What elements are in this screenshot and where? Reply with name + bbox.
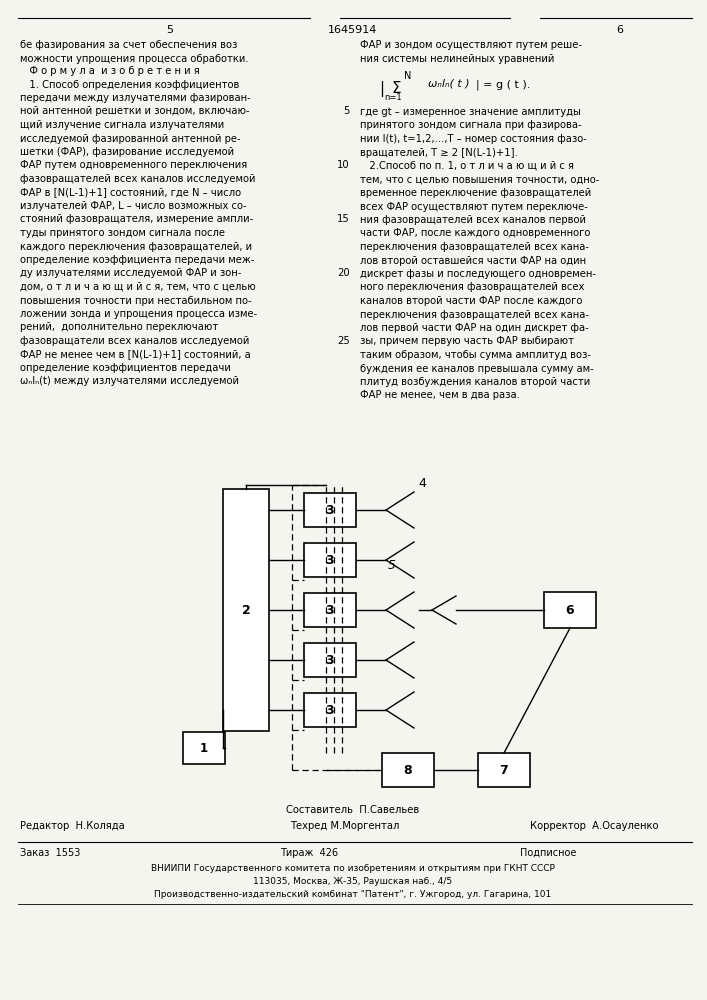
Text: 6: 6: [617, 25, 624, 35]
Text: Производственно-издательский комбинат "Патент", г. Ужгород, ул. Гагарина, 101: Производственно-издательский комбинат "П…: [154, 890, 551, 899]
Text: 3: 3: [326, 654, 334, 666]
Text: ωₙlₙ(t) между излучателями исследуемой: ωₙlₙ(t) между излучателями исследуемой: [20, 376, 239, 386]
Text: ФАР не менее чем в [N(L-1)+1] состояний, а: ФАР не менее чем в [N(L-1)+1] состояний,…: [20, 350, 251, 360]
Text: части ФАР, после каждого одновременного: части ФАР, после каждого одновременного: [360, 229, 590, 238]
Text: передачи между излучателями фазирован-: передачи между излучателями фазирован-: [20, 93, 251, 103]
Text: определение коэффициентов передачи: определение коэффициентов передачи: [20, 363, 231, 373]
Bar: [223, 489, 269, 731]
Text: тем, что с целью повышения точности, одно-: тем, что с целью повышения точности, одн…: [360, 174, 600, 184]
Bar: [304, 493, 356, 527]
Text: 1: 1: [200, 742, 208, 754]
Text: N: N: [404, 71, 411, 81]
Text: ду излучателями исследуемой ФАР и зон-: ду излучателями исследуемой ФАР и зон-: [20, 268, 241, 278]
Text: 3: 3: [326, 504, 334, 516]
Bar: [304, 543, 356, 577]
Text: туды принятого зондом сигнала после: туды принятого зондом сигнала после: [20, 228, 225, 238]
Text: ФАР путем одновременного переключения: ФАР путем одновременного переключения: [20, 160, 247, 170]
Text: n=1: n=1: [384, 93, 402, 102]
Text: 5: 5: [344, 106, 350, 116]
Text: ФАР и зондом осуществляют путем реше-: ФАР и зондом осуществляют путем реше-: [360, 40, 582, 50]
Text: |: |: [380, 81, 385, 97]
Text: рений,  дополнительно переключают: рений, дополнительно переключают: [20, 322, 218, 332]
Text: 20: 20: [337, 268, 350, 278]
Text: вращателей, T ≥ 2 [N(L-1)+1].: вращателей, T ≥ 2 [N(L-1)+1].: [360, 147, 518, 157]
Text: определение коэффициента передачи меж-: определение коэффициента передачи меж-: [20, 255, 255, 265]
Text: временное переключение фазовращателей: временное переключение фазовращателей: [360, 188, 591, 198]
Text: стояний фазовращателя, измерение ампли-: стояний фазовращателя, измерение ампли-: [20, 215, 253, 225]
Text: принятого зондом сигнала при фазирова-: принятого зондом сигнала при фазирова-: [360, 120, 582, 130]
Text: Составитель  П.Савельев: Составитель П.Савельев: [286, 805, 420, 815]
Text: Корректор  А.Осауленко: Корректор А.Осауленко: [530, 821, 658, 831]
Text: Заказ  1553: Заказ 1553: [20, 848, 81, 858]
Bar: [382, 753, 434, 787]
Bar: [304, 693, 356, 727]
Text: переключения фазовращателей всех кана-: переключения фазовращателей всех кана-: [360, 242, 589, 252]
Text: буждения ее каналов превышала сумму ам-: буждения ее каналов превышала сумму ам-: [360, 363, 594, 373]
Text: ния системы нелинейных уравнений: ния системы нелинейных уравнений: [360, 53, 554, 64]
Text: 113035, Москва, Ж-35, Раушская наб., 4/5: 113035, Москва, Ж-35, Раушская наб., 4/5: [253, 877, 452, 886]
Text: Ф о р м у л а  и з о б р е т е н и я: Ф о р м у л а и з о б р е т е н и я: [20, 66, 200, 76]
Text: | = g ( t ).: | = g ( t ).: [476, 79, 530, 90]
Text: 2.Способ по п. 1, о т л и ч а ю щ и й с я: 2.Способ по п. 1, о т л и ч а ю щ и й с …: [360, 161, 574, 171]
Text: плитуд возбуждения каналов второй части: плитуд возбуждения каналов второй части: [360, 377, 590, 387]
Text: шетки (ФАР), фазирование исследуемой: шетки (ФАР), фазирование исследуемой: [20, 147, 234, 157]
Text: 15: 15: [337, 215, 350, 225]
Bar: [304, 643, 356, 677]
Text: исследуемой фазированной антенной ре-: исследуемой фазированной антенной ре-: [20, 133, 240, 143]
Text: 1. Способ определения коэффициентов: 1. Способ определения коэффициентов: [20, 80, 240, 90]
Text: дом, о т л и ч а ю щ и й с я, тем, что с целью: дом, о т л и ч а ю щ и й с я, тем, что с…: [20, 282, 256, 292]
Text: дискрет фазы и последующего одновремен-: дискрет фазы и последующего одновремен-: [360, 269, 596, 279]
Text: 3: 3: [326, 704, 334, 716]
Text: фазовращатели всех каналов исследуемой: фазовращатели всех каналов исследуемой: [20, 336, 250, 346]
Bar: [183, 732, 225, 764]
Text: нии I(t), t=1,2,...,T – номер состояния фазо-: нии I(t), t=1,2,...,T – номер состояния …: [360, 134, 587, 144]
Text: Тираж  426: Тираж 426: [280, 848, 338, 858]
Text: ния фазовращателей всех каналов первой: ния фазовращателей всех каналов первой: [360, 215, 586, 225]
Text: ωₙlₙ( t ): ωₙlₙ( t ): [428, 79, 469, 89]
Text: 6: 6: [566, 603, 574, 616]
Text: ФАР в [N(L-1)+1] состояний, где N – число: ФАР в [N(L-1)+1] состояний, где N – числ…: [20, 188, 241, 198]
Text: 5: 5: [388, 559, 396, 572]
Text: излучателей ФАР, L – число возможных со-: излучателей ФАР, L – число возможных со-: [20, 201, 247, 211]
Text: 3: 3: [326, 554, 334, 566]
Text: щий излучение сигнала излучателями: щий излучение сигнала излучателями: [20, 120, 224, 130]
Text: 8: 8: [404, 764, 412, 776]
Bar: [304, 593, 356, 627]
Bar: [544, 592, 596, 628]
Text: всех ФАР осуществляют путем переключе-: всех ФАР осуществляют путем переключе-: [360, 202, 588, 212]
Text: переключения фазовращателей всех кана-: переключения фазовращателей всех кана-: [360, 310, 589, 320]
Text: ного переключения фазовращателей всех: ного переключения фазовращателей всех: [360, 282, 585, 292]
Text: 1645914: 1645914: [328, 25, 378, 35]
Text: Техред М.Моргентал: Техред М.Моргентал: [290, 821, 399, 831]
Text: каналов второй части ФАР после каждого: каналов второй части ФАР после каждого: [360, 296, 583, 306]
Text: Редактор  Н.Коляда: Редактор Н.Коляда: [20, 821, 124, 831]
Text: ной антенной решетки и зондом, включаю-: ной антенной решетки и зондом, включаю-: [20, 106, 250, 116]
Text: бе фазирования за счет обеспечения воз: бе фазирования за счет обеспечения воз: [20, 40, 238, 50]
Text: ложении зонда и упрощения процесса изме-: ложении зонда и упрощения процесса изме-: [20, 309, 257, 319]
Text: каждого переключения фазовращателей, и: каждого переключения фазовращателей, и: [20, 241, 252, 251]
Text: повышения точности при нестабильном по-: повышения точности при нестабильном по-: [20, 296, 252, 306]
Text: Подписное: Подписное: [520, 848, 576, 858]
Text: 7: 7: [500, 764, 508, 776]
Text: ФАР не менее, чем в два раза.: ФАР не менее, чем в два раза.: [360, 390, 520, 400]
Text: лов второй оставшейся части ФАР на один: лов второй оставшейся части ФАР на один: [360, 255, 586, 265]
Text: Σ: Σ: [391, 81, 401, 96]
Bar: [478, 753, 530, 787]
Text: фазовращателей всех каналов исследуемой: фазовращателей всех каналов исследуемой: [20, 174, 255, 184]
Text: 10: 10: [337, 160, 350, 170]
Text: где gt – измеренное значение амплитуды: где gt – измеренное значение амплитуды: [360, 107, 581, 117]
Text: 2: 2: [242, 603, 250, 616]
Text: таким образом, чтобы сумма амплитуд воз-: таким образом, чтобы сумма амплитуд воз-: [360, 350, 591, 360]
Text: 3: 3: [326, 603, 334, 616]
Text: 5: 5: [167, 25, 173, 35]
Text: зы, причем первую часть ФАР выбирают: зы, причем первую часть ФАР выбирают: [360, 336, 574, 347]
Text: 25: 25: [337, 336, 350, 346]
Text: можности упрощения процесса обработки.: можности упрощения процесса обработки.: [20, 53, 249, 64]
Text: ВНИИПИ Государственного комитета по изобретениям и открытиям при ГКНТ СССР: ВНИИПИ Государственного комитета по изоб…: [151, 864, 555, 873]
Text: 4: 4: [418, 477, 426, 490]
Text: лов первой части ФАР на один дискрет фа-: лов первой части ФАР на один дискрет фа-: [360, 323, 589, 333]
